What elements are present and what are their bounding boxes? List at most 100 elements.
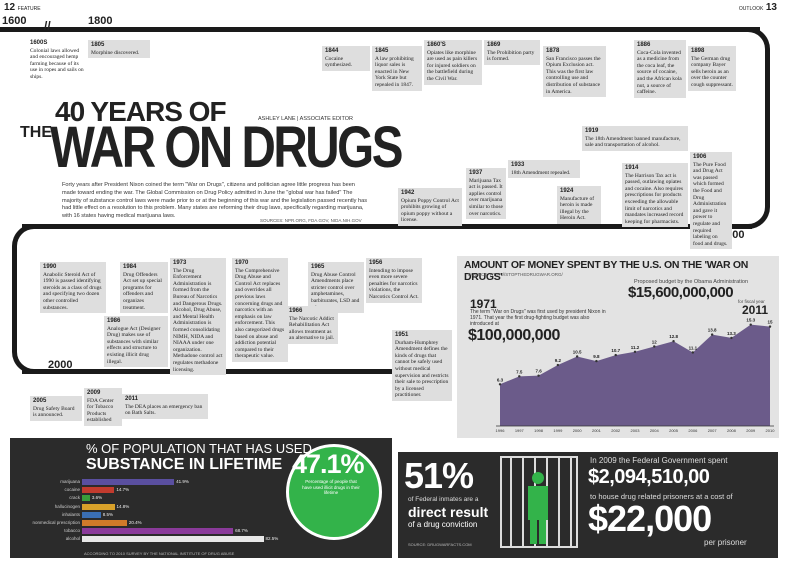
substance-value: 14.7%	[116, 487, 130, 493]
budget-year-label: 2010	[766, 428, 776, 433]
budget-year-label: 2004	[650, 428, 660, 433]
inmates-line2: direct result	[408, 504, 489, 520]
inmates-pct: 51%	[404, 455, 474, 496]
inmates-line1: of Federal inmates are a	[408, 496, 479, 503]
year-1971-text: The term "War on Drugs" was first used b…	[470, 309, 606, 327]
timeline-entry: 1986 Analogue Act (Designer Drug) makes u…	[104, 316, 168, 368]
substance-bar	[82, 519, 127, 526]
timeline-entry: 1956 Intending to impose even more severe…	[366, 258, 422, 303]
inmates-source: SOURCE: DRUGWARFACTS.COM	[408, 542, 472, 547]
substance-row-label: marijuana	[60, 479, 80, 484]
budget-value-label: 12	[652, 340, 658, 345]
budget-point	[633, 350, 637, 353]
budget-value-label: 13.8	[708, 328, 717, 333]
budget-point	[768, 325, 772, 328]
year-marker-2000: 2000	[48, 359, 73, 371]
substance-source: ACCORDING TO 2010 SURVEY BY THE NATIONAL…	[84, 551, 235, 556]
budget-year-label: 2002	[611, 428, 621, 433]
substance-value: 8.5%	[102, 511, 113, 517]
budget-value-label: 7.6	[535, 369, 542, 374]
timeline-entry: 2005 Drug Safety Board is announced.	[30, 396, 82, 421]
budget-value-label: 13.3	[727, 331, 736, 336]
prison-amount: $2,094,510,00	[588, 466, 710, 488]
timeline-entry: 1937 Marijuana Tax act is passed. It appl…	[466, 168, 506, 220]
lifetime-pct: 47.1%	[292, 449, 365, 479]
substance-row-label: tobacco	[64, 528, 80, 534]
page-number-right: 13	[765, 2, 777, 13]
budget-year-label: 2000	[573, 428, 583, 433]
proposed-year: 2011	[742, 303, 769, 317]
budget-point	[537, 374, 540, 377]
substance-value: 82.5%	[265, 536, 279, 542]
budget-year-label: 2008	[727, 428, 737, 433]
lifetime-caption: Percentage of people that have used illi…	[302, 479, 360, 495]
page-title: WAR ON DRUGS	[50, 115, 403, 180]
timeline-middle-line	[22, 224, 752, 229]
budget-year-label: 2005	[669, 428, 679, 433]
byline: ASHLEY LANE | ASSOCIATE EDITOR	[258, 116, 353, 122]
budget-year-label: 2003	[631, 428, 641, 433]
prison-per: per prisoner	[704, 538, 747, 547]
timeline-entry: 1886 Coca-Cola invented as a medicine fro…	[634, 40, 686, 98]
section-label-left: FEATURE	[17, 6, 41, 12]
timeline-entry: 1860'S Opiates like morphine are used as …	[424, 40, 482, 85]
page-header-left: 12 FEATURE	[4, 2, 41, 13]
budget-point	[556, 363, 560, 367]
substance-row-label: cocaine	[64, 487, 80, 493]
budget-point	[595, 359, 598, 363]
budget-point	[575, 355, 579, 358]
title-line1: 40 YEARS OF	[55, 96, 227, 127]
page-header-right: OUTLOOK 13	[739, 2, 777, 13]
substance-value: 68.7%	[235, 528, 248, 534]
substance-row: cocaine 14.7%	[24, 486, 284, 494]
prison-line1: In 2009 the Federal Government spent	[590, 456, 728, 465]
timeline-entry: 2009 FDA Center for Tobacco Products esta…	[84, 388, 122, 426]
substance-value: 3.6%	[91, 495, 103, 501]
substance-row: nonmedical prescription 20.4%	[24, 519, 284, 527]
budget-point	[614, 353, 617, 357]
substance-rows: marijuana 41.9% cocaine 14.7% crack 3.6% hallu…	[24, 478, 284, 544]
prison-cost: $22,000	[588, 498, 712, 539]
timeline-entry: 1942 Opium Poppy Control Act prohibits gr…	[398, 188, 462, 226]
budget-year-label: 2007	[708, 428, 718, 433]
title-the: THE	[20, 124, 52, 141]
substance-bar	[82, 503, 115, 510]
budget-year-label: 2009	[746, 428, 756, 433]
sources: SOURCES: NPR.ORG, FDA.GOV, NIDA.NIH.GOV	[260, 218, 362, 223]
timeline-break-icon: //	[44, 19, 51, 33]
timeline-bottom-line	[22, 369, 452, 374]
substance-bar	[82, 511, 101, 518]
timeline-entry: 1970 The Comprehensive Drug Abuse and Con…	[232, 258, 288, 362]
substance-bar	[82, 479, 175, 485]
budget-point	[691, 351, 695, 354]
substance-row-label: nonmedical prescription	[32, 519, 80, 525]
timeline-top-line	[0, 27, 760, 32]
budget-value-label: 9.2	[555, 358, 562, 363]
substance-row-label: inhalants	[61, 511, 80, 517]
substance-title-line2: SUBSTANCE IN LIFETIME	[86, 456, 283, 473]
year-1971: 1971	[470, 297, 497, 311]
inmates-panel	[398, 452, 778, 558]
section-label-right: OUTLOOK	[738, 6, 764, 12]
timeline-entry: 1965 Drug Abuse Control Amendments place …	[308, 262, 364, 314]
timeline-entry: 1990 Anabolic Steroid Act of 1990 is pass…	[40, 262, 106, 314]
budget-value-label: 9.8	[593, 354, 600, 359]
timeline-entry: 1844 Cocaine synthesized.	[322, 46, 370, 71]
budget-year-label: 2001	[592, 428, 602, 433]
timeline-entry: 1898 The German drug company Bayer sells …	[688, 46, 736, 91]
inmates-line3: of a drug conviction	[408, 520, 478, 529]
budget-source: SOURCE: HTTP://STOPTHEDRUGWAR.ORG/	[468, 272, 563, 277]
substance-row: hallucinogen 14.8%	[24, 503, 284, 511]
timeline-entry: 1869 The Prohibition party is formed.	[484, 40, 540, 65]
timeline-entry: 1878 San Francisco passes the Opium Exclu…	[543, 46, 606, 98]
prison-line2: to house drug related prisoners at a cos…	[590, 492, 733, 501]
budget-point	[653, 345, 656, 348]
budget-title: AMOUNT OF MONEY SPENT BY THE U.S. ON THE…	[464, 259, 749, 283]
lifetime-pct-circle	[286, 444, 382, 540]
substance-title-line1: % OF POPULATION THAT HAS USED	[86, 441, 312, 456]
timeline-entry: 1805 Morphine discovered.	[88, 40, 150, 59]
proposed-label: Proposed budget by the Obama Administrat…	[634, 279, 749, 285]
budget-point	[518, 375, 521, 378]
budget-point	[730, 336, 733, 340]
substance-bar	[82, 487, 115, 494]
